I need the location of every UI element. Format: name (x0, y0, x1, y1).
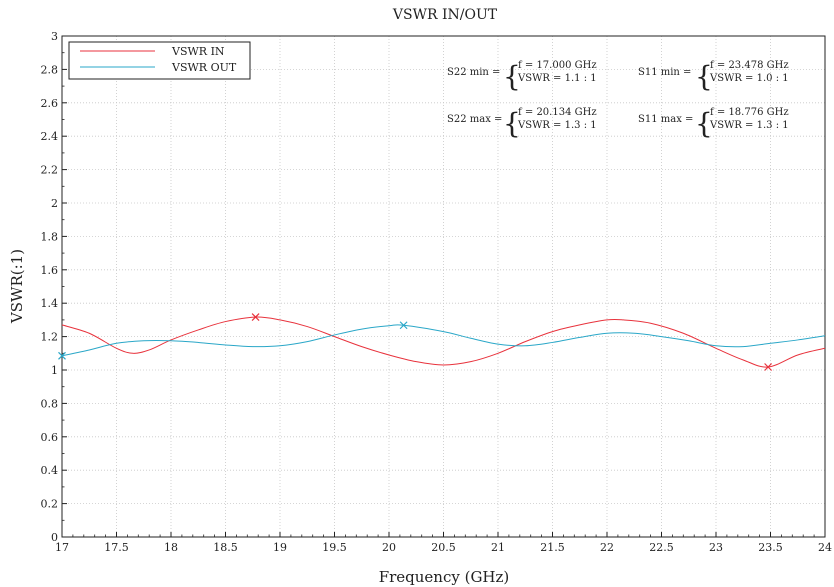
x-tick-label: 20.5 (431, 541, 456, 554)
annotation-label: S22 max = (447, 114, 502, 125)
annotation-brace: { (695, 107, 713, 140)
x-tick-label: 18.5 (213, 541, 238, 554)
series-lines (61, 316, 826, 368)
y-tick-label: 0 (51, 531, 58, 544)
x-tick-label: 20 (382, 541, 396, 554)
annotation-label: S22 min = (447, 67, 500, 78)
x-tick-label: 21.5 (540, 541, 565, 554)
y-tick-label: 1.4 (41, 297, 59, 310)
x-tick-label: 17 (55, 541, 69, 554)
annotation-s22-max: S22 max = { f = 20.134 GHz VSWR = 1.3 : … (447, 107, 597, 140)
series-line-vswr-out (61, 324, 826, 357)
legend-label-vswr-in: VSWR IN (171, 45, 225, 58)
legend-box (68, 41, 251, 80)
x-tick-label: 19.5 (322, 541, 347, 554)
legend: VSWR IN VSWR OUT (68, 41, 251, 80)
x-tick-label: 22.5 (649, 541, 674, 554)
annotation-label: S11 min = (638, 67, 691, 78)
annotation-brace: { (695, 60, 713, 93)
annotation-frequency: f = 23.478 GHz (710, 60, 789, 71)
x-tick-label: 23.5 (758, 541, 783, 554)
grid (62, 36, 825, 537)
y-tick-label: 1.6 (41, 264, 59, 277)
marker-vswr-out (399, 321, 408, 330)
marker-vswr-out (58, 351, 66, 360)
x-tick-label: 21 (491, 541, 505, 554)
y-tick-label: 1.8 (41, 230, 59, 243)
y-tick-label: 0.2 (41, 498, 59, 511)
y-tick-label: 1.2 (41, 331, 59, 344)
x-tick-label: 18 (164, 541, 178, 554)
annotation-frequency: f = 18.776 GHz (710, 107, 789, 118)
marker-vswr-in (764, 363, 773, 371)
marker-vswr-in (251, 313, 260, 321)
y-tick-label: 0.4 (41, 464, 59, 477)
annotation-frequency: f = 20.134 GHz (518, 107, 597, 118)
y-tick-label: 0.8 (41, 397, 59, 410)
y-tick-label: 0.6 (41, 431, 59, 444)
marker-stroke (399, 321, 408, 330)
marker-stroke (251, 313, 260, 321)
marker-stroke (58, 351, 66, 360)
y-tick-label: 2.4 (41, 130, 59, 143)
x-tick-label: 19 (273, 541, 287, 554)
legend-label-vswr-out: VSWR OUT (171, 61, 237, 74)
chart-title: VSWR IN/OUT (392, 7, 498, 23)
series-markers (58, 313, 773, 371)
annotation-s22-min: S22 min = { f = 17.000 GHz VSWR = 1.1 : … (447, 60, 597, 93)
y-axis-label: VSWR(:1) (8, 249, 26, 324)
annotation-vswr: VSWR = 1.3 : 1 (517, 120, 597, 131)
x-tick-label: 23 (709, 541, 723, 554)
y-tick-label: 2.8 (41, 63, 59, 76)
annotation-brace: { (503, 107, 521, 140)
annotation-vswr: VSWR = 1.3 : 1 (709, 120, 789, 131)
annotation-label: S11 max = (638, 114, 693, 125)
marker-stroke (764, 363, 773, 371)
y-tick-label: 2.2 (41, 164, 59, 177)
annotation-s11-min: S11 min = { f = 23.478 GHz VSWR = 1.0 : … (638, 60, 789, 93)
annotation-s11-max: S11 max = { f = 18.776 GHz VSWR = 1.3 : … (638, 107, 789, 140)
y-tick-label: 2 (51, 197, 58, 210)
y-tick-label: 3 (51, 30, 58, 43)
x-tick-label: 17.5 (104, 541, 129, 554)
annotation-vswr: VSWR = 1.0 : 1 (709, 73, 789, 84)
annotations: S22 min = { f = 17.000 GHz VSWR = 1.1 : … (447, 60, 789, 140)
x-axis-label: Frequency (GHz) (379, 568, 510, 586)
axis-ticks: 17 17.5 18 18.5 19 19.5 20 20.5 21 21.5 22 22.5 23 23… (41, 30, 833, 554)
annotation-vswr: VSWR = 1.1 : 1 (517, 73, 597, 84)
x-tick-label: 24 (818, 541, 832, 554)
y-tick-label: 1 (51, 364, 58, 377)
x-tick-label: 22 (600, 541, 614, 554)
y-tick-label: 2.6 (41, 97, 59, 110)
annotation-frequency: f = 17.000 GHz (518, 60, 597, 71)
annotation-brace: { (503, 60, 521, 93)
